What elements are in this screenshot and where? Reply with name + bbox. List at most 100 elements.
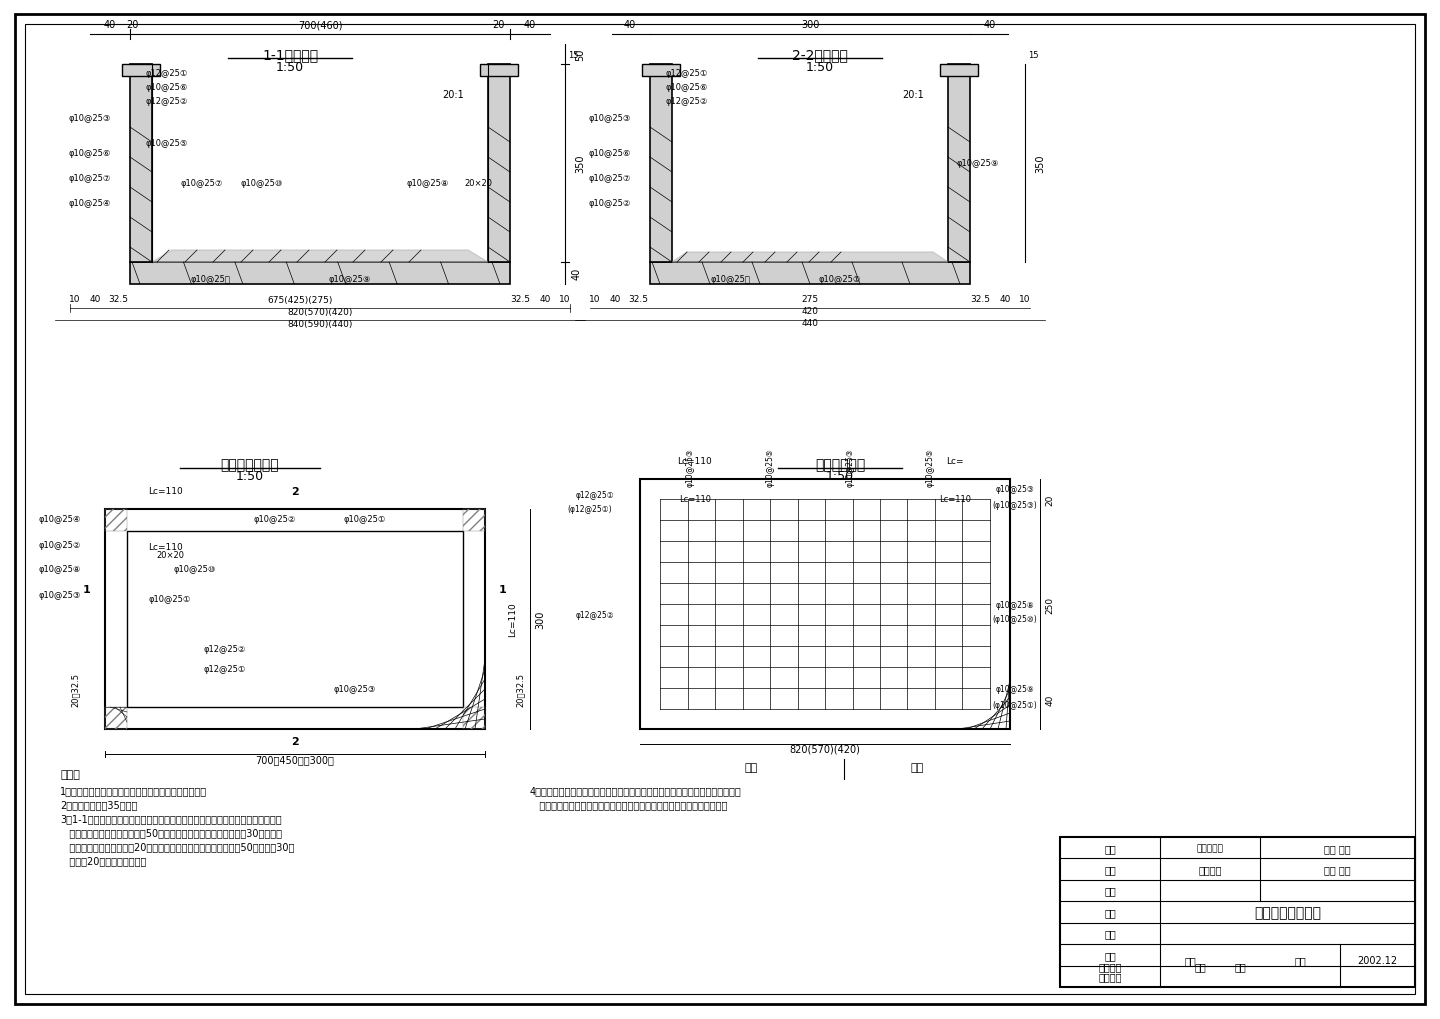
- Text: φ10@25①: φ10@25①: [819, 275, 861, 284]
- Text: (φ10@25③): (φ10@25③): [992, 500, 1037, 510]
- Text: φ10@25⑦: φ10@25⑦: [69, 173, 111, 182]
- Text: 1: 1: [500, 585, 507, 594]
- Text: 15: 15: [567, 51, 579, 59]
- Text: 内侧: 内侧: [744, 762, 757, 772]
- Text: 水池设计图（二）: 水池设计图（二）: [1254, 905, 1320, 919]
- Bar: [105, 707, 127, 730]
- Text: (φ10@25①): (φ10@25①): [992, 700, 1037, 709]
- Text: 40: 40: [524, 20, 536, 30]
- Text: 40: 40: [984, 20, 996, 30]
- Text: φ10@25⑥: φ10@25⑥: [69, 149, 111, 157]
- Text: φ10@25⑧: φ10@25⑧: [408, 178, 449, 187]
- Text: φ10@25⑥: φ10@25⑥: [145, 83, 189, 92]
- Bar: [639, 480, 1009, 730]
- Text: φ10@25②: φ10@25②: [253, 515, 297, 524]
- Text: 水池、20㎡水池三者通用。: 水池、20㎡水池三者通用。: [60, 855, 147, 865]
- Text: (φ12@25①): (φ12@25①): [567, 505, 612, 514]
- Bar: [649, 263, 971, 284]
- Bar: [464, 510, 485, 532]
- Text: 32.5: 32.5: [108, 296, 128, 305]
- Text: 内，位于括号前的数字适用于50㎡水池，第一个括号内数字适用于30㎡水池，: 内，位于括号前的数字适用于50㎡水池，第一个括号内数字适用于30㎡水池，: [60, 827, 282, 838]
- Text: 40: 40: [540, 296, 550, 305]
- Polygon shape: [672, 253, 948, 263]
- Text: 250: 250: [1045, 596, 1054, 613]
- Text: 1、图中尺寸单位钢筋直径以毫米计，其余均以厘米计。: 1、图中尺寸单位钢筋直径以毫米计，其余均以厘米计。: [60, 786, 207, 795]
- Text: φ10@25⑤: φ10@25⑤: [926, 448, 935, 487]
- Text: φ10@25③: φ10@25③: [39, 590, 81, 599]
- Text: 2、保护层厚度：35毫米。: 2、保护层厚度：35毫米。: [60, 799, 137, 809]
- Text: φ10@25⑧: φ10@25⑧: [995, 600, 1034, 609]
- Text: 820(570)(420): 820(570)(420): [288, 307, 353, 316]
- Text: 批准: 批准: [1104, 843, 1116, 853]
- Bar: [488, 65, 510, 263]
- Text: 3、1-1剖面配筋图、池壁配筋平面图、池壁钢筋网图尺寸标注中，带括号的数字单: 3、1-1剖面配筋图、池壁配筋平面图、池壁钢筋网图尺寸标注中，带括号的数字单: [60, 813, 282, 823]
- Text: 40: 40: [1045, 694, 1054, 705]
- Text: 32.5: 32.5: [628, 296, 648, 305]
- Text: 1-1剖面配筋: 1-1剖面配筋: [262, 48, 318, 62]
- Text: 2: 2: [291, 486, 300, 496]
- Text: φ12@25②: φ12@25②: [665, 97, 708, 105]
- Text: φ10@25②: φ10@25②: [589, 199, 631, 207]
- Bar: [127, 532, 464, 707]
- Text: Lc=110: Lc=110: [148, 542, 183, 551]
- Text: 池壁钢筋网图: 池壁钢筋网图: [815, 458, 865, 472]
- Text: 图号: 图号: [1184, 955, 1195, 965]
- Text: φ10@25①: φ10@25①: [148, 595, 192, 604]
- Bar: [480, 65, 518, 76]
- Text: 1:50: 1:50: [236, 470, 264, 483]
- Text: 设计证号: 设计证号: [1099, 961, 1122, 971]
- Text: Lc=: Lc=: [946, 458, 963, 466]
- Text: φ10@25①: φ10@25①: [344, 515, 386, 524]
- Text: 比例: 比例: [1194, 961, 1205, 971]
- Text: φ12@25①: φ12@25①: [576, 490, 615, 499]
- Text: 50: 50: [575, 49, 585, 61]
- Text: Lc=110: Lc=110: [939, 495, 971, 504]
- Text: φ10@25⑨: φ10@25⑨: [956, 158, 999, 167]
- Bar: [130, 65, 153, 263]
- Text: 某森林公园: 某森林公园: [1197, 844, 1224, 852]
- Text: φ10@25⑥: φ10@25⑥: [665, 83, 708, 92]
- Bar: [105, 510, 127, 532]
- Text: 1:50: 1:50: [806, 60, 834, 73]
- Bar: [105, 510, 485, 730]
- Bar: [1060, 838, 1416, 987]
- Text: φ12@25①: φ12@25①: [665, 68, 708, 77]
- Text: 440: 440: [802, 319, 818, 328]
- Bar: [649, 65, 672, 263]
- Text: 820(570)(420): 820(570)(420): [789, 744, 861, 754]
- Text: 1:50: 1:50: [276, 60, 304, 73]
- Text: 10: 10: [559, 296, 570, 305]
- Text: 如图: 如图: [1234, 961, 1246, 971]
- Text: 20: 20: [1045, 494, 1054, 505]
- Text: φ10@25③: φ10@25③: [685, 448, 694, 487]
- Text: 32.5: 32.5: [971, 296, 991, 305]
- Text: Lc=110: Lc=110: [148, 487, 183, 496]
- Text: Lc=110: Lc=110: [508, 602, 517, 637]
- Text: 20: 20: [492, 20, 504, 30]
- Text: φ10@25⑥: φ10@25⑥: [589, 149, 631, 157]
- Bar: [642, 65, 680, 76]
- Text: φ10@25⑩: φ10@25⑩: [174, 565, 216, 574]
- Text: φ12@25②: φ12@25②: [204, 645, 246, 654]
- Text: 275: 275: [802, 296, 818, 305]
- Text: 700(460): 700(460): [298, 20, 343, 30]
- Text: φ10@25③: φ10@25③: [995, 485, 1034, 494]
- Text: 700（450）（300）: 700（450）（300）: [255, 754, 334, 764]
- Text: 350: 350: [575, 155, 585, 173]
- Text: 2002.12: 2002.12: [1358, 955, 1398, 965]
- Text: φ10@25⑧: φ10@25⑧: [39, 565, 81, 574]
- Text: φ10@25⑦: φ10@25⑦: [181, 178, 223, 187]
- Text: 40: 40: [572, 268, 582, 280]
- Text: 675(425)(275): 675(425)(275): [268, 296, 333, 305]
- Text: 40: 40: [89, 296, 101, 305]
- Text: φ10@25⑨: φ10@25⑨: [328, 275, 372, 284]
- Text: φ10@25⑤: φ10@25⑤: [766, 448, 775, 487]
- Bar: [948, 65, 971, 263]
- Text: 设计证号: 设计证号: [1099, 971, 1122, 981]
- Text: φ12@25②: φ12@25②: [576, 610, 615, 619]
- Text: Lc=110: Lc=110: [680, 495, 711, 504]
- Text: 1:50: 1:50: [827, 470, 854, 483]
- Text: φ12@25②: φ12@25②: [145, 97, 189, 105]
- Text: φ10@25⑪: φ10@25⑪: [190, 275, 230, 284]
- Text: 水工 部分: 水工 部分: [1325, 864, 1351, 874]
